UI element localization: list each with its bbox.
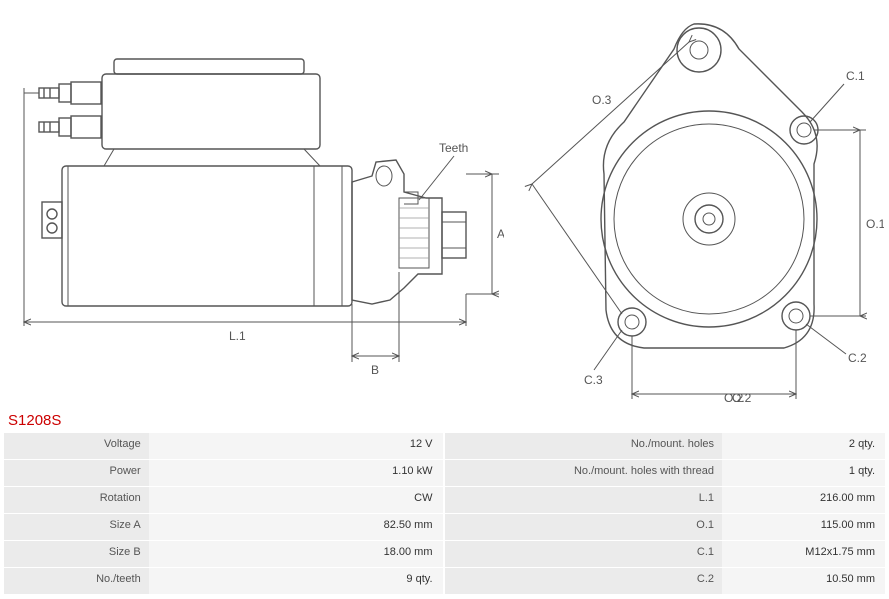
spec-label: O.1 [445, 514, 723, 540]
spec-value: 12 V [149, 433, 443, 459]
spec-label: No./mount. holes [445, 433, 723, 459]
spec-row: No./teeth 9 qty. [4, 568, 443, 594]
spec-value: 1.10 kW [149, 460, 443, 486]
label-O1: O.1 [866, 217, 884, 231]
label-C2: C.2 [848, 351, 867, 365]
spec-row: Power 1.10 kW [4, 460, 443, 486]
spec-value: CW [149, 487, 443, 513]
spec-row: No./mount. holes with thread 1 qty. [445, 460, 886, 486]
spec-col-right: No./mount. holes 2 qty. No./mount. holes… [445, 433, 886, 595]
spec-row: C.1 M12x1.75 mm [445, 541, 886, 567]
spec-row: L.1 216.00 mm [445, 487, 886, 513]
spec-row: Size B 18.00 mm [4, 541, 443, 567]
label-O3: O.3 [592, 93, 612, 107]
spec-col-left: Voltage 12 V Power 1.10 kW Rotation CW S… [4, 433, 445, 595]
spec-row: O.1 115.00 mm [445, 514, 886, 540]
spec-label: C.2 [445, 568, 723, 594]
label-teeth: Teeth [439, 141, 468, 155]
spec-label: C.1 [445, 541, 723, 567]
spec-label: Voltage [4, 433, 149, 459]
spec-value: 2 qty. [722, 433, 885, 459]
spec-row: No./mount. holes 2 qty. [445, 433, 886, 459]
spec-value: 216.00 mm [722, 487, 885, 513]
side-view-svg: Teeth A L.1 B [4, 4, 504, 404]
spec-value: 82.50 mm [149, 514, 443, 540]
label-B: B [371, 363, 379, 377]
spec-value: 1 qty. [722, 460, 885, 486]
spec-value: 18.00 mm [149, 541, 443, 567]
spec-value: 9 qty. [149, 568, 443, 594]
label-C1: C.1 [846, 69, 865, 83]
label-O2-real: O.2 [732, 391, 752, 404]
spec-row: Voltage 12 V [4, 433, 443, 459]
front-view-svg: C.1 C.2 C.3 O.1 O.2 [514, 4, 884, 404]
spec-label: Size B [4, 541, 149, 567]
spec-label: No./teeth [4, 568, 149, 594]
spec-value: 10.50 mm [722, 568, 885, 594]
spec-table: Voltage 12 V Power 1.10 kW Rotation CW S… [4, 433, 885, 595]
spec-value: M12x1.75 mm [722, 541, 885, 567]
label-C3: C.3 [584, 373, 603, 387]
spec-label: No./mount. holes with thread [445, 460, 723, 486]
spec-label: Size A [4, 514, 149, 540]
part-id: S1208S [8, 412, 885, 429]
spec-row: Rotation CW [4, 487, 443, 513]
label-L1: L.1 [229, 329, 246, 343]
spec-value: 115.00 mm [722, 514, 885, 540]
spec-row: Size A 82.50 mm [4, 514, 443, 540]
spec-label: Rotation [4, 487, 149, 513]
spec-label: Power [4, 460, 149, 486]
spec-label: L.1 [445, 487, 723, 513]
label-A: A [497, 227, 504, 241]
spec-row: C.2 10.50 mm [445, 568, 886, 594]
diagram-row: Teeth A L.1 B [4, 4, 885, 404]
diagram-side-view: Teeth A L.1 B [4, 4, 504, 404]
diagram-front-view: C.1 C.2 C.3 O.1 O.2 [514, 4, 884, 404]
